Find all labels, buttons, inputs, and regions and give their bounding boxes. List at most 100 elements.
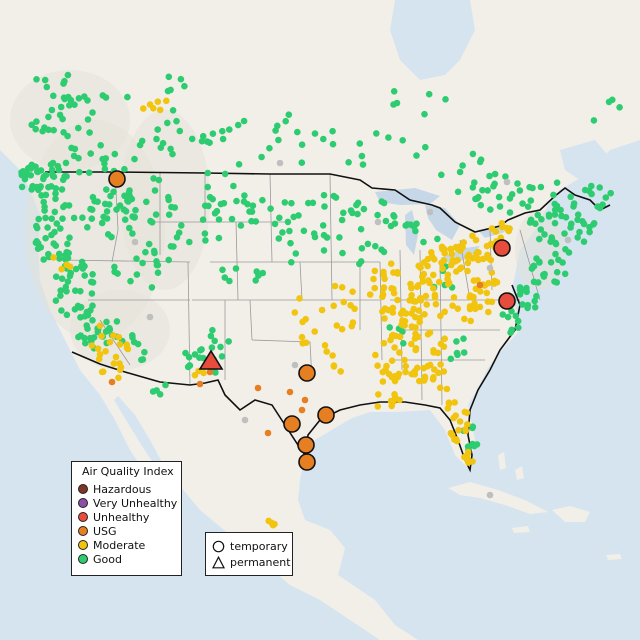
good-monitor [61,95,69,103]
good-monitor [154,269,162,277]
good-monitor [400,340,407,347]
good-swatch [78,554,88,564]
good-monitor [86,129,93,136]
moderate-monitor [390,289,398,297]
good-monitor [410,223,418,230]
usg-monitor [286,388,294,396]
good-monitor [60,203,67,211]
good-monitor [551,206,559,214]
usg-swatch [78,526,88,536]
moderate-monitor [116,341,124,348]
good-monitor [420,238,427,246]
us-canada-border [45,171,611,233]
good-monitor [178,222,185,229]
good-monitor [339,249,346,257]
moderate-monitor [414,364,421,372]
moderate-monitor [150,105,157,112]
good-monitor [298,141,306,148]
good-monitor [45,183,52,191]
moderate-monitor [424,331,432,338]
moderate-monitor [421,373,429,381]
good-monitor [323,234,331,241]
moderate-monitor [438,243,446,251]
good-monitor [213,207,221,215]
good-monitor [110,188,117,196]
good-monitor [531,304,539,311]
good-monitor [87,205,94,213]
good-monitor [570,203,577,210]
good-monitor [616,104,623,111]
good-monitor [170,243,177,250]
good-monitor [240,117,248,125]
good-monitor [165,211,173,218]
good-monitor [113,206,120,213]
moderate-monitor [311,328,319,335]
good-monitor [275,235,283,242]
good-monitor [232,265,240,272]
good-monitor [75,124,82,132]
good-monitor [526,183,533,191]
good-monitor [364,240,372,248]
moderate-monitor [469,458,476,465]
moderate-monitor [389,309,397,316]
good-monitor [33,222,40,230]
good-monitor [527,197,535,204]
good-monitor [87,150,94,157]
good-monitor [228,215,236,223]
good-monitor [185,353,193,361]
moderate-monitor [437,312,444,320]
good-monitor [165,73,173,81]
good-monitor [103,186,110,193]
moderate-monitor [408,340,415,348]
good-monitor [155,176,163,184]
good-monitor [125,189,133,197]
good-monitor [64,278,72,285]
good-monitor [537,226,545,233]
unknown-monitor [291,361,299,369]
good-monitor [63,288,70,295]
good-monitor [24,171,31,178]
good-monitor [393,99,401,107]
good-monitor [516,286,524,294]
good-monitor [89,302,96,310]
good-monitor [469,423,477,431]
good-monitor [81,272,88,279]
moderate-monitor [110,332,117,339]
good-monitor [491,180,498,188]
good-monitor [284,218,292,226]
good-monitor [211,337,218,345]
good-monitor [124,93,131,101]
good-monitor [471,179,478,186]
legend-label: Unhealthy [93,510,150,524]
legend-label: Very Unhealthy [93,496,178,510]
good-monitor [101,200,109,208]
moderate-monitor [419,273,426,281]
good-monitor [295,212,302,219]
monitor-markers [18,71,623,529]
good-monitor [607,189,614,197]
good-monitor [71,101,78,108]
moderate-monitor [457,247,464,254]
moderate-monitor [387,260,395,268]
moderate-monitor [380,339,388,347]
moderate-monitor [464,456,471,463]
moderate-monitor [483,289,491,297]
good-monitor [476,158,484,166]
moderate-monitor [337,368,345,375]
good-monitor [56,255,63,262]
good-monitor [382,217,390,225]
moderate-monitor [455,426,462,434]
moderate-monitor [466,293,474,301]
moderate-monitor [456,418,464,425]
good-monitor [514,180,521,187]
moderate-monitor [492,228,500,235]
good-monitor [50,126,57,134]
good-monitor [288,259,295,266]
good-monitor [108,233,115,241]
unknown-monitor [564,236,572,244]
moderate-monitor [371,267,379,275]
moderate-monitor [298,333,306,341]
good-monitor [77,287,84,295]
moderate-monitor [106,338,114,346]
moderate-monitor [419,278,427,285]
